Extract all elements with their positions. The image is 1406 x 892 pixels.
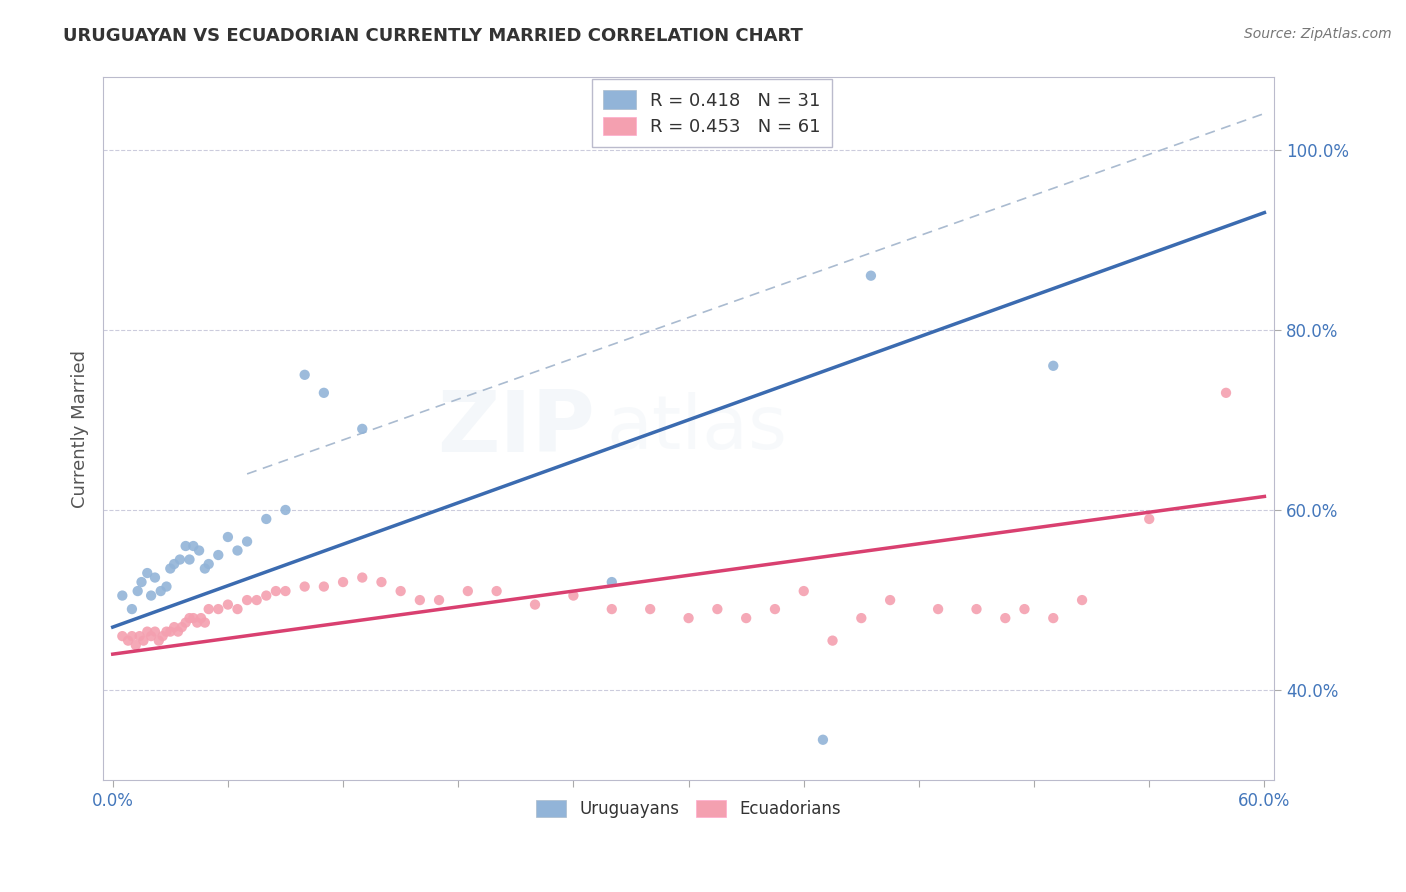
- Point: [851, 611, 873, 625]
- Point: [131, 575, 153, 590]
- Point: [163, 557, 186, 571]
- Point: [1071, 593, 1094, 607]
- Point: [524, 598, 547, 612]
- Point: [1137, 512, 1160, 526]
- Point: [194, 615, 217, 630]
- Point: [246, 593, 269, 607]
- Point: [143, 624, 166, 639]
- Point: [735, 611, 758, 625]
- Point: [457, 584, 479, 599]
- Point: [111, 629, 134, 643]
- Point: [190, 611, 212, 625]
- Point: [183, 539, 205, 553]
- Point: [427, 593, 450, 607]
- Point: [966, 602, 988, 616]
- Point: [274, 503, 297, 517]
- Point: [207, 548, 229, 562]
- Point: [859, 268, 882, 283]
- Point: [174, 615, 197, 630]
- Point: [179, 611, 201, 625]
- Point: [163, 620, 186, 634]
- Point: [170, 620, 193, 634]
- Point: [155, 624, 177, 639]
- Point: [821, 633, 844, 648]
- Point: [169, 552, 191, 566]
- Point: [1042, 359, 1064, 373]
- Point: [148, 633, 170, 648]
- Point: [236, 534, 259, 549]
- Point: [159, 561, 181, 575]
- Point: [226, 602, 249, 616]
- Point: [152, 629, 174, 643]
- Point: [332, 575, 354, 590]
- Point: [254, 589, 277, 603]
- Point: [167, 624, 190, 639]
- Point: [294, 368, 316, 382]
- Point: [197, 602, 219, 616]
- Point: [409, 593, 432, 607]
- Point: [927, 602, 949, 616]
- Point: [136, 566, 159, 580]
- Point: [149, 584, 172, 599]
- Point: [226, 543, 249, 558]
- Point: [194, 561, 217, 575]
- Text: URUGUAYAN VS ECUADORIAN CURRENTLY MARRIED CORRELATION CHART: URUGUAYAN VS ECUADORIAN CURRENTLY MARRIE…: [63, 27, 803, 45]
- Point: [139, 589, 162, 603]
- Point: [139, 629, 162, 643]
- Point: [236, 593, 259, 607]
- Point: [879, 593, 901, 607]
- Point: [207, 602, 229, 616]
- Point: [188, 543, 211, 558]
- Point: [121, 629, 143, 643]
- Point: [143, 570, 166, 584]
- Point: [370, 575, 392, 590]
- Point: [706, 602, 728, 616]
- Legend: Uruguayans, Ecuadorians: Uruguayans, Ecuadorians: [530, 793, 848, 825]
- Point: [312, 385, 335, 400]
- Point: [600, 575, 623, 590]
- Point: [186, 615, 208, 630]
- Point: [1014, 602, 1036, 616]
- Text: Source: ZipAtlas.com: Source: ZipAtlas.com: [1244, 27, 1392, 41]
- Point: [136, 624, 159, 639]
- Point: [117, 633, 139, 648]
- Point: [274, 584, 297, 599]
- Point: [179, 552, 201, 566]
- Point: [600, 602, 623, 616]
- Point: [485, 584, 508, 599]
- Point: [121, 602, 143, 616]
- Point: [1042, 611, 1064, 625]
- Point: [132, 633, 155, 648]
- Y-axis label: Currently Married: Currently Married: [72, 350, 89, 508]
- Point: [125, 638, 148, 652]
- Point: [159, 624, 181, 639]
- Point: [352, 422, 374, 436]
- Point: [197, 557, 219, 571]
- Text: atlas: atlas: [606, 392, 787, 466]
- Point: [217, 530, 239, 544]
- Point: [264, 584, 287, 599]
- Point: [763, 602, 786, 616]
- Point: [155, 580, 177, 594]
- Point: [1215, 385, 1237, 400]
- Point: [254, 512, 277, 526]
- Point: [678, 611, 700, 625]
- Point: [994, 611, 1017, 625]
- Point: [294, 580, 316, 594]
- Point: [183, 611, 205, 625]
- Point: [793, 584, 815, 599]
- Point: [217, 598, 239, 612]
- Point: [811, 732, 834, 747]
- Text: ZIP: ZIP: [437, 387, 595, 470]
- Point: [562, 589, 585, 603]
- Point: [352, 570, 374, 584]
- Point: [638, 602, 661, 616]
- Point: [127, 584, 149, 599]
- Point: [389, 584, 412, 599]
- Point: [312, 580, 335, 594]
- Point: [128, 629, 150, 643]
- Point: [174, 539, 197, 553]
- Point: [111, 589, 134, 603]
